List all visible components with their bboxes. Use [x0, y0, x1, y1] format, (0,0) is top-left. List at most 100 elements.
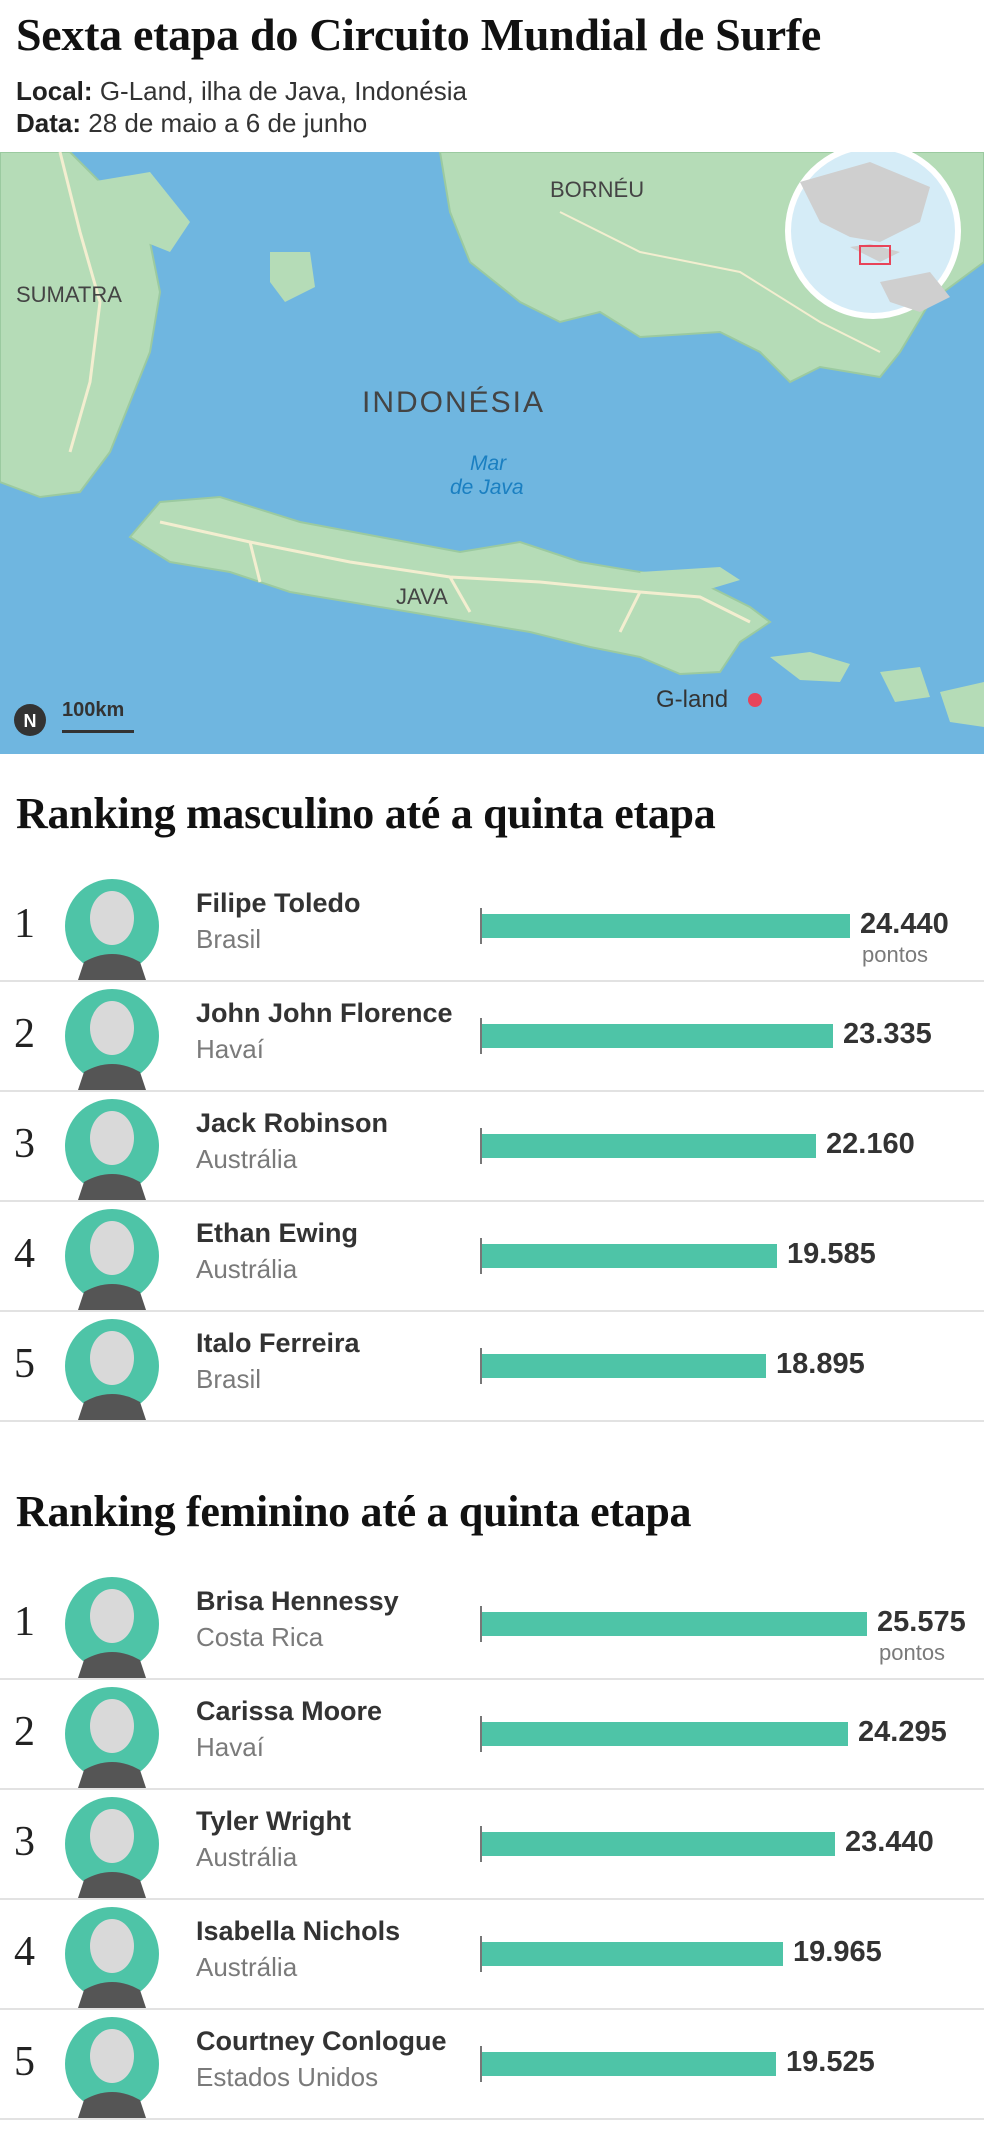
athlete-name: Isabella Nichols — [196, 1916, 401, 1946]
athlete-country: Austrália — [196, 1254, 298, 1284]
locator-box — [859, 245, 891, 265]
athlete-country: Havaí — [196, 1034, 264, 1064]
score-value: 24.295 — [858, 1716, 947, 1748]
men-ranking-title: Ranking masculino até a quinta etapa — [16, 789, 716, 838]
score-bar — [482, 1942, 783, 1966]
date-line: Data: 28 de maio a 6 de junho — [16, 108, 367, 139]
score-unit: pontos — [879, 1640, 946, 1665]
athlete-name: John John Florence — [196, 998, 453, 1028]
score-value: 18.895 — [776, 1348, 865, 1380]
location-value: G-Land, ilha de Java, Indonésia — [99, 76, 467, 106]
ranking-row: 5 Courtney Conlogue Estados Unidos 19.525 — [0, 2008, 984, 2120]
ranking-row: 4 Ethan Ewing Austrália 19.585 — [0, 1200, 984, 1312]
athlete-avatar — [65, 2017, 159, 2118]
label-borneo: BORNÉU — [550, 177, 644, 202]
label-java: JAVA — [396, 584, 448, 609]
athlete-avatar — [65, 1577, 159, 1678]
location-label: Local: — [16, 76, 93, 106]
score-value: 24.440 — [860, 908, 949, 940]
rank-number: 2 — [14, 1011, 35, 1057]
bar-axis — [480, 1936, 482, 1972]
java-roads — [159, 520, 751, 633]
athlete-country: Costa Rica — [196, 1622, 324, 1652]
bar-axis — [480, 1716, 482, 1752]
women-ranking-chart: 1 Brisa Hennessy Costa Rica 25.575 pontos 2 Ca… — [0, 1568, 984, 2120]
score-bar — [482, 2052, 776, 2076]
score-bar — [482, 1722, 848, 1746]
rank-number: 5 — [14, 2039, 35, 2085]
score-value: 23.440 — [845, 1826, 934, 1858]
score-bar — [482, 1024, 833, 1048]
label-gland: G-land — [656, 686, 728, 713]
athlete-avatar — [65, 1687, 159, 1788]
score-value: 22.160 — [826, 1128, 915, 1160]
locator-globe — [785, 152, 961, 319]
athlete-avatar — [65, 1099, 159, 1200]
sumbawa-island — [940, 682, 984, 727]
label-sumatra: SUMATRA — [16, 282, 122, 307]
date-value: 28 de maio a 6 de junho — [88, 108, 368, 138]
scale-label: 100km — [62, 699, 124, 721]
ranking-row: 3 Tyler Wright Austrália 23.440 — [0, 1788, 984, 1900]
location-line: Local: G-Land, ilha de Java, Indonésia — [16, 76, 467, 107]
score-bar — [482, 1832, 835, 1856]
athlete-country: Brasil — [196, 1364, 262, 1394]
bar-axis — [480, 1238, 482, 1274]
ranking-row: 1 Filipe Toledo Brasil 24.440 pontos — [0, 870, 984, 982]
north-label: N — [24, 711, 37, 731]
sumatra-roads — [58, 152, 102, 453]
ranking-row: 4 Isabella Nichols Austrália 19.965 — [0, 1898, 984, 2010]
score-value: 19.525 — [786, 2046, 875, 2078]
athlete-name: Ethan Ewing — [196, 1218, 358, 1248]
java-island — [128, 495, 772, 676]
athlete-name: Carissa Moore — [196, 1696, 383, 1726]
athlete-country: Austrália — [196, 1842, 298, 1872]
athlete-name: Italo Ferreira — [196, 1328, 360, 1358]
ranking-row: 3 Jack Robinson Austrália 22.160 — [0, 1090, 984, 1202]
page-title: Sexta etapa do Circuito Mundial de Surfe — [16, 9, 821, 60]
north-arrow-icon: N — [14, 704, 46, 736]
score-bar — [482, 1612, 867, 1636]
label-sea-line1: Mar — [470, 452, 507, 475]
athlete-avatar — [65, 1209, 159, 1310]
score-value: 19.585 — [787, 1238, 876, 1270]
score-bar — [482, 1134, 816, 1158]
bangka-island — [270, 252, 315, 302]
score-unit: pontos — [862, 942, 929, 967]
label-indonesia: INDONÉSIA — [362, 386, 545, 419]
rank-number: 5 — [14, 1341, 35, 1387]
madura-island — [640, 567, 740, 592]
athlete-avatar — [65, 989, 159, 1090]
bali-island — [770, 652, 850, 682]
scale-bar — [62, 730, 134, 733]
score-bar — [482, 1354, 766, 1378]
men-ranking-chart: 1 Filipe Toledo Brasil 24.440 pontos 2 John Jo… — [0, 870, 984, 1422]
rank-number: 2 — [14, 1709, 35, 1755]
athlete-name: Tyler Wright — [196, 1806, 352, 1836]
women-ranking-title: Ranking feminino até a quinta etapa — [16, 1487, 692, 1536]
ranking-row: 5 Italo Ferreira Brasil 18.895 — [0, 1310, 984, 1422]
date-label: Data: — [16, 108, 82, 138]
athlete-country: Austrália — [196, 1144, 298, 1174]
sumatra-islet — [90, 172, 190, 252]
bar-axis — [480, 1606, 482, 1642]
rank-number: 1 — [14, 1599, 35, 1645]
score-value: 25.575 — [877, 1606, 966, 1638]
label-sea-line2: de Java — [450, 476, 524, 499]
lombok-island — [880, 667, 930, 702]
bar-axis — [480, 2046, 482, 2082]
rank-number: 1 — [14, 901, 35, 947]
athlete-avatar — [65, 1319, 159, 1420]
bar-axis — [480, 1128, 482, 1164]
athlete-avatar — [65, 1907, 159, 2008]
athlete-name: Brisa Hennessy — [196, 1586, 399, 1616]
athlete-avatar — [65, 1797, 159, 1898]
score-value: 19.965 — [793, 1936, 882, 1968]
athlete-name: Courtney Conlogue — [196, 2026, 447, 2056]
ranking-row: 2 John John Florence Havaí 23.335 — [0, 980, 984, 1092]
athlete-country: Austrália — [196, 1952, 298, 1982]
rank-number: 3 — [14, 1819, 35, 1865]
athlete-avatar — [65, 879, 159, 980]
gland-marker — [748, 693, 762, 707]
bar-axis — [480, 908, 482, 944]
